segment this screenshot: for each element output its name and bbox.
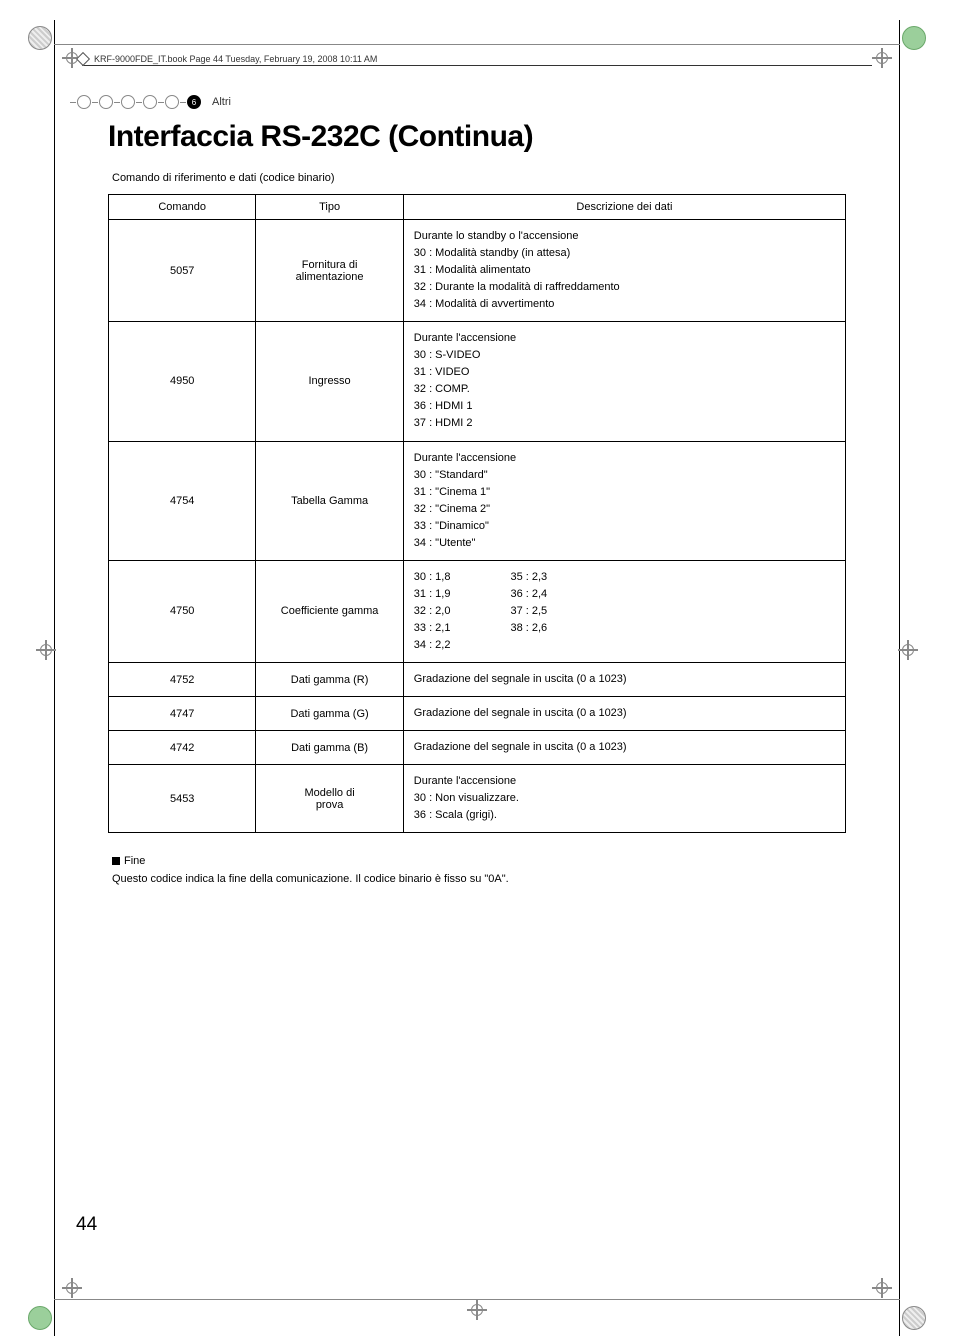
table-caption: Comando di riferimento e dati (codice bi… [112,172,846,184]
crop-mark-icon [898,640,918,660]
cell-desc: Durante l'accensione30 : S-VIDEO31 : VID… [403,322,845,441]
frame-right [899,20,900,1336]
cell-tipo: Tabella Gamma [256,441,403,560]
registration-mark-icon [902,1306,926,1330]
square-bullet-icon [112,857,120,865]
cell-tipo: Coefficiente gamma [256,560,403,662]
table-row: 4752Dati gamma (R)Gradazione del segnale… [109,663,846,697]
cell-comando: 4752 [109,663,256,697]
command-table: Comando Tipo Descrizione dei dati 5057Fo… [108,194,846,833]
cell-comando: 4950 [109,322,256,441]
cell-comando: 4750 [109,560,256,662]
crop-mark-icon [62,1278,82,1298]
cell-desc: Durante l'accensione30 : "Standard"31 : … [403,441,845,560]
cell-comando: 4747 [109,697,256,731]
fine-section: Fine Questo codice indica la fine della … [112,855,846,885]
crop-mark-icon [36,640,56,660]
cell-tipo: Dati gamma (B) [256,731,403,765]
table-row: 4950IngressoDurante l'accensione30 : S-V… [109,322,846,441]
bookmark-arrow-icon [76,52,90,66]
frame-top [54,44,900,45]
crop-mark-icon [872,1278,892,1298]
fine-body: Questo codice indica la fine della comun… [112,873,846,885]
table-row: 5057Fornitura dialimentazioneDurante lo … [109,220,846,322]
cell-desc: Gradazione del segnale in uscita (0 a 10… [403,697,845,731]
cell-tipo: Dati gamma (R) [256,663,403,697]
registration-mark-icon [28,26,52,50]
cell-comando: 5057 [109,220,256,322]
cell-desc: Durante lo standby o l'accensione30 : Mo… [403,220,845,322]
header-rule [82,65,872,66]
page-number: 44 [76,1214,97,1236]
cell-comando: 4742 [109,731,256,765]
cell-desc: Gradazione del segnale in uscita (0 a 10… [403,731,845,765]
fine-heading: Fine [124,855,145,867]
table-header-row: Comando Tipo Descrizione dei dati [109,195,846,220]
frame-left [54,20,55,1336]
cell-comando: 5453 [109,765,256,833]
crop-mark-icon [872,48,892,68]
table-row: 5453Modello diprovaDurante l'accensione3… [109,765,846,833]
col-comando: Comando [109,195,256,220]
crop-mark-icon [467,1300,487,1320]
chapter-number-badge: 6 [187,95,201,109]
col-desc: Descrizione dei dati [403,195,845,220]
registration-mark-icon [902,26,926,50]
chapter-label: Altri [212,96,231,108]
table-row: 4747Dati gamma (G)Gradazione del segnale… [109,697,846,731]
table-row: 4742Dati gamma (B)Gradazione del segnale… [109,731,846,765]
cell-tipo: Fornitura dialimentazione [256,220,403,322]
chapter-breadcrumb: 6 Altri [70,95,231,109]
cell-desc: Gradazione del segnale in uscita (0 a 10… [403,663,845,697]
registration-mark-icon [28,1306,52,1330]
book-header-text: KRF-9000FDE_IT.book Page 44 Tuesday, Feb… [94,54,377,64]
cell-comando: 4754 [109,441,256,560]
cell-tipo: Modello diprova [256,765,403,833]
page-title: Interfaccia RS-232C (Continua) [108,120,846,154]
cell-tipo: Ingresso [256,322,403,441]
table-row: 4754Tabella GammaDurante l'accensione30 … [109,441,846,560]
table-row: 4750Coefficiente gamma30 : 1,831 : 1,932… [109,560,846,662]
cell-desc: 30 : 1,831 : 1,932 : 2,033 : 2,134 : 2,2… [403,560,845,662]
cell-tipo: Dati gamma (G) [256,697,403,731]
col-tipo: Tipo [256,195,403,220]
cell-desc: Durante l'accensione30 : Non visualizzar… [403,765,845,833]
book-header: KRF-9000FDE_IT.book Page 44 Tuesday, Feb… [78,54,377,64]
